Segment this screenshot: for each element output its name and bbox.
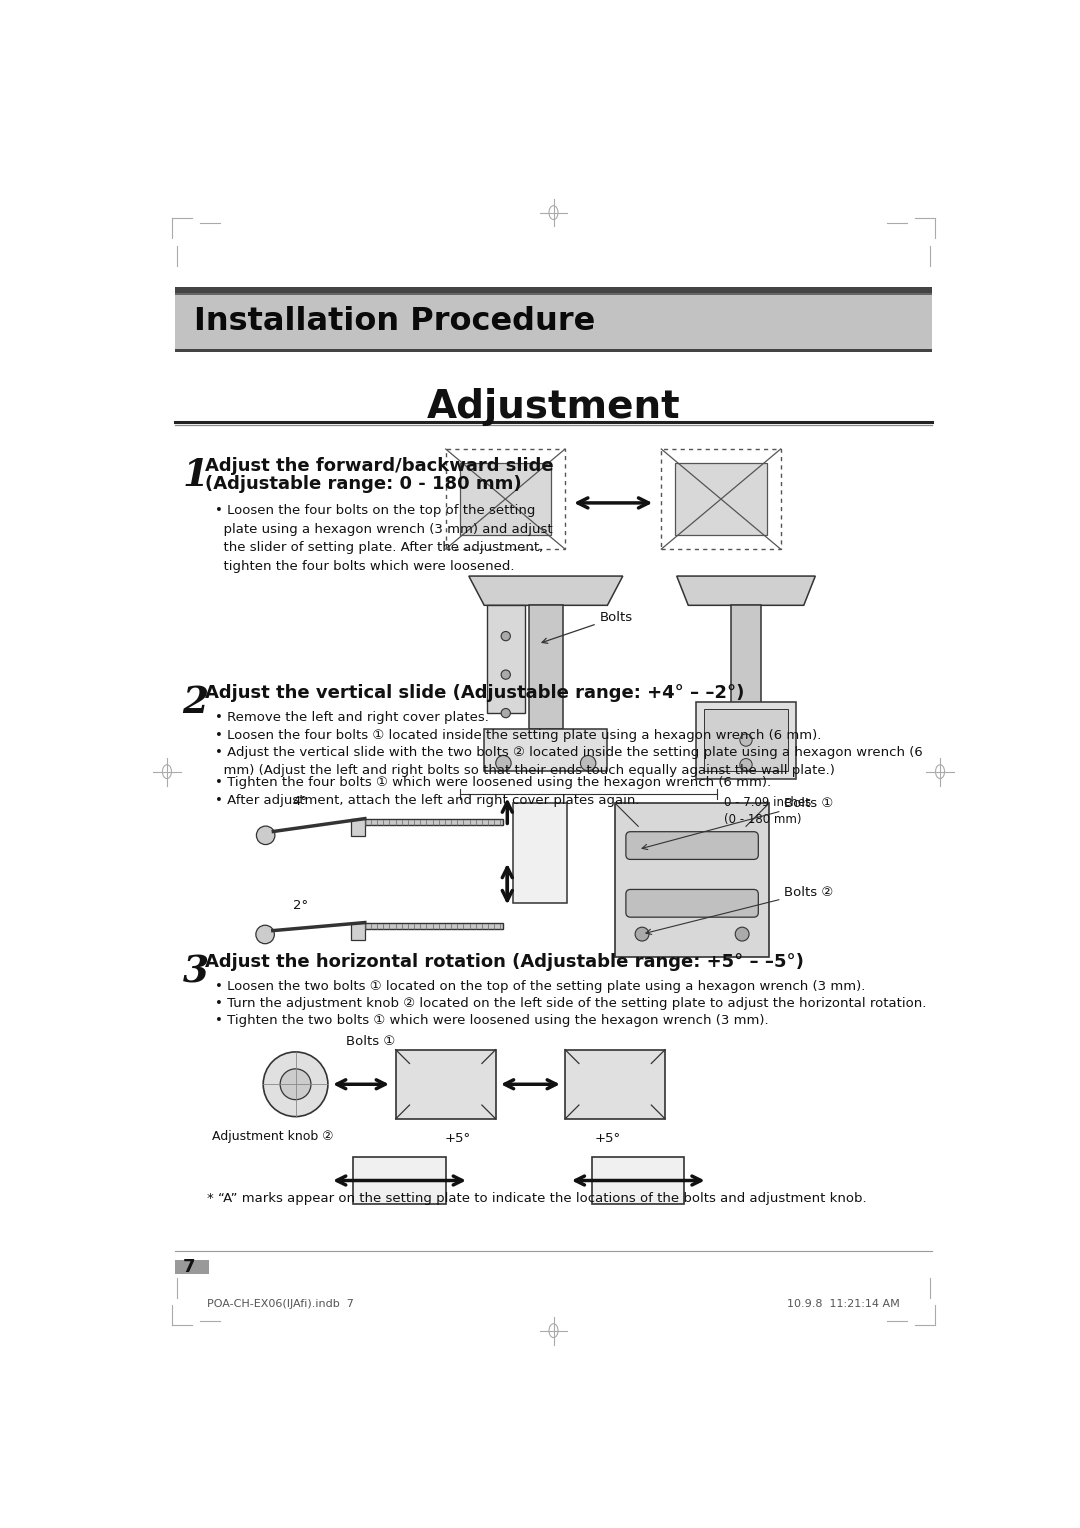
Text: 1: 1 [183,457,208,494]
Text: 0 - 7.09 inches
(0 - 180 mm): 0 - 7.09 inches (0 - 180 mm) [725,796,812,825]
Text: • Tighten the two bolts ① which were loosened using the hexagon wrench (3 mm).: • Tighten the two bolts ① which were loo… [215,1015,768,1027]
Polygon shape [469,576,623,605]
FancyBboxPatch shape [626,831,758,859]
Text: Bolts ①: Bolts ① [643,798,834,850]
Bar [395,1050,496,1118]
Text: (Adjustable range: 0 - 180 mm): (Adjustable range: 0 - 180 mm) [205,475,522,494]
Bar [592,1157,685,1204]
Bar [460,463,551,535]
Text: Bolts ②: Bolts ② [646,886,834,935]
Bar [529,605,563,729]
Circle shape [264,1051,328,1117]
Text: +5°: +5° [594,1132,621,1144]
Circle shape [496,755,511,770]
Text: Adjust the forward/backward slide: Adjust the forward/backward slide [205,457,554,475]
Text: • Turn the adjustment knob ② located on the left side of the setting plate to ad: • Turn the adjustment knob ② located on … [215,998,926,1010]
Circle shape [256,827,275,845]
Circle shape [256,926,274,944]
Text: 10.9.8  11:21:14 AM: 10.9.8 11:21:14 AM [787,1299,900,1309]
Circle shape [501,669,511,680]
Bar [175,348,932,351]
Text: Adjustment knob ②: Adjustment knob ② [212,1131,334,1143]
Bar [513,804,567,903]
Circle shape [501,631,511,640]
Text: • Loosen the four bolts on the top of the setting
  plate using a hexagon wrench: • Loosen the four bolts on the top of th… [215,504,552,573]
Bar [486,605,525,714]
Polygon shape [677,576,815,605]
Bar [446,449,565,549]
FancyBboxPatch shape [626,889,758,917]
Bar [175,293,932,295]
Text: POA-CH-EX06(IJAfi).indb  7: POA-CH-EX06(IJAfi).indb 7 [207,1299,354,1309]
Bar [351,819,365,836]
Text: • Remove the left and right cover plates.: • Remove the left and right cover plates… [215,711,488,724]
Text: 3: 3 [183,953,208,990]
Bar [704,709,788,770]
Circle shape [740,758,752,770]
Bar [353,1157,446,1204]
Text: 7: 7 [183,1258,194,1276]
Bar [696,701,796,779]
Bar [675,463,767,535]
Text: * “A” marks appear on the setting plate to indicate the locations of the bolts a: * “A” marks appear on the setting plate … [207,1192,866,1206]
Bar [175,1259,210,1274]
Text: 2: 2 [183,685,208,721]
Text: • After adjustment, attach the left and right cover plates again.: • After adjustment, attach the left and … [215,795,639,807]
Text: • Loosen the four bolts ① located inside the setting plate using a hexagon wrenc: • Loosen the four bolts ① located inside… [215,729,821,741]
Text: Adjustment: Adjustment [427,388,680,426]
Circle shape [501,709,511,718]
Bar [730,605,761,724]
Text: Installation Procedure: Installation Procedure [194,307,595,338]
Bar [365,923,503,929]
Text: 2°: 2° [293,898,308,912]
Bar [484,729,607,770]
Text: Adjust the horizontal rotation (Adjustable range: +5° – –5°): Adjust the horizontal rotation (Adjustab… [205,953,805,972]
Bar [565,1050,665,1118]
Text: +5°: +5° [444,1132,470,1144]
Circle shape [280,1070,311,1100]
Text: Bolts: Bolts [542,611,633,643]
Bar [351,923,365,940]
Bar [616,804,769,957]
Text: • Loosen the two bolts ① located on the top of the setting plate using a hexagon: • Loosen the two bolts ① located on the … [215,981,865,993]
Circle shape [635,927,649,941]
Text: • Tighten the four bolts ① which were loosened using the hexagon wrench (6 mm).: • Tighten the four bolts ① which were lo… [215,776,771,790]
Bar [365,819,503,825]
Bar [661,449,781,549]
Circle shape [580,755,596,770]
Text: Bolts ①: Bolts ① [346,1036,395,1048]
Text: 4°: 4° [293,795,308,808]
Circle shape [740,733,752,746]
Text: Adjust the vertical slide (Adjustable range: +4° – –2°): Adjust the vertical slide (Adjustable ra… [205,685,745,701]
Bar [175,295,932,348]
Bar [175,287,932,293]
Text: • Adjust the vertical slide with the two bolts ② located inside the setting plat: • Adjust the vertical slide with the two… [215,746,922,776]
Circle shape [735,927,750,941]
